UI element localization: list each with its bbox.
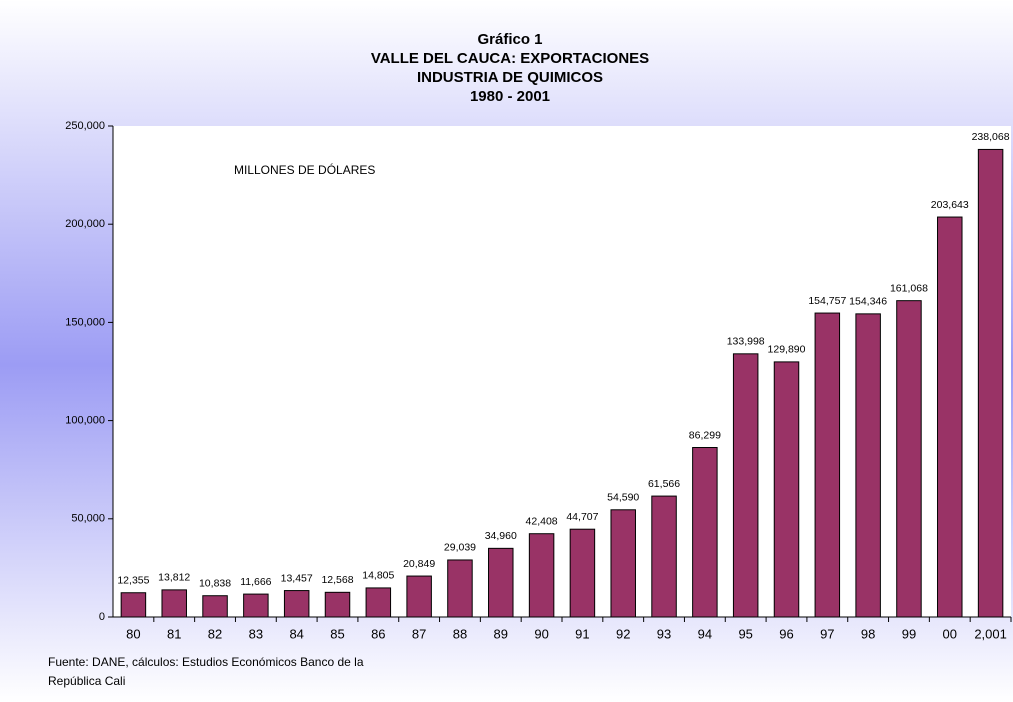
value-label: 12,355 — [117, 575, 149, 587]
value-label: 203,643 — [931, 199, 969, 211]
chart-title: INDUSTRIA DE QUIMICOS — [417, 69, 603, 86]
value-label: 238,068 — [972, 131, 1010, 143]
bar — [406, 575, 432, 618]
x-tick-label: 96 — [779, 626, 793, 641]
bar — [488, 547, 514, 618]
value-label: 13,457 — [281, 572, 313, 584]
bar — [977, 148, 1004, 618]
value-label: 11,666 — [240, 576, 271, 588]
y-tick-label: 0 — [99, 611, 105, 623]
source: República Cali — [48, 674, 125, 688]
chart-title: VALLE DEL CAUCA: EXPORTACIONES — [371, 50, 649, 67]
bar — [243, 593, 269, 618]
x-tick-label: 98 — [861, 626, 875, 641]
value-label: 44,707 — [566, 511, 598, 523]
value-label: 34,960 — [485, 530, 517, 542]
value-label: 61,566 — [648, 478, 680, 490]
bar — [120, 592, 147, 618]
x-tick-label: 93 — [657, 626, 671, 641]
value-label: 13,812 — [158, 572, 190, 584]
x-tick-label: 82 — [208, 626, 222, 641]
x-tick-label: 85 — [330, 626, 344, 641]
bar — [896, 300, 922, 618]
bar — [855, 313, 881, 618]
bar — [773, 361, 800, 618]
y-tick-label: 50,000 — [71, 513, 105, 525]
value-label: 154,346 — [849, 296, 887, 308]
chart-title: 1980 - 2001 — [470, 88, 550, 105]
value-label: 161,068 — [890, 282, 928, 294]
value-label: 42,408 — [526, 515, 558, 527]
bar — [365, 587, 392, 618]
value-label: 29,039 — [444, 542, 476, 554]
value-label: 10,838 — [199, 577, 231, 589]
x-tick-label: 81 — [167, 626, 181, 641]
bar — [692, 447, 718, 618]
value-label: 133,998 — [727, 336, 765, 348]
bar — [651, 495, 677, 618]
bar — [528, 533, 555, 618]
x-tick-label: 99 — [902, 626, 916, 641]
bar — [324, 591, 351, 618]
value-label: 154,757 — [808, 295, 846, 307]
value-label: 86,299 — [689, 429, 721, 441]
x-tick-label: 2,001 — [974, 626, 1007, 641]
x-tick-label: 91 — [575, 626, 589, 641]
bar — [447, 559, 473, 618]
bar — [569, 528, 596, 618]
x-tick-label: 90 — [534, 626, 548, 641]
y-tick-label: 150,000 — [65, 316, 105, 328]
source: Fuente: DANE, cálculos: Estudios Económi… — [48, 655, 364, 669]
bar — [814, 312, 841, 618]
bar — [283, 590, 310, 618]
value-label: 20,849 — [403, 558, 435, 570]
bar — [732, 353, 759, 618]
x-tick-label: 80 — [126, 626, 140, 641]
x-tick-label: 94 — [698, 626, 712, 641]
x-tick-label: 97 — [820, 626, 834, 641]
x-tick-label: 87 — [412, 626, 426, 641]
y-tick-label: 100,000 — [65, 415, 105, 427]
x-tick-label: 84 — [289, 626, 303, 641]
x-tick-label: 00 — [943, 626, 957, 641]
value-label: 12,568 — [321, 574, 353, 586]
value-label: 129,890 — [768, 344, 806, 356]
bar — [202, 595, 228, 618]
bar — [937, 216, 963, 618]
x-tick-label: 95 — [738, 626, 752, 641]
bar — [161, 589, 187, 618]
x-tick-label: 88 — [453, 626, 467, 641]
x-tick-label: 83 — [249, 626, 263, 641]
value-label: 14,805 — [362, 570, 394, 582]
y-tick-label: 250,000 — [65, 120, 105, 132]
y-tick-label: 200,000 — [65, 218, 105, 230]
bar — [610, 509, 636, 618]
chart-title: Gráfico 1 — [477, 31, 542, 48]
x-tick-label: 86 — [371, 626, 385, 641]
value-label: 54,590 — [607, 492, 639, 504]
annotation: MILLONES DE DÓLARES — [234, 162, 375, 177]
x-tick-label: 89 — [494, 626, 508, 641]
x-tick-label: 92 — [616, 626, 630, 641]
